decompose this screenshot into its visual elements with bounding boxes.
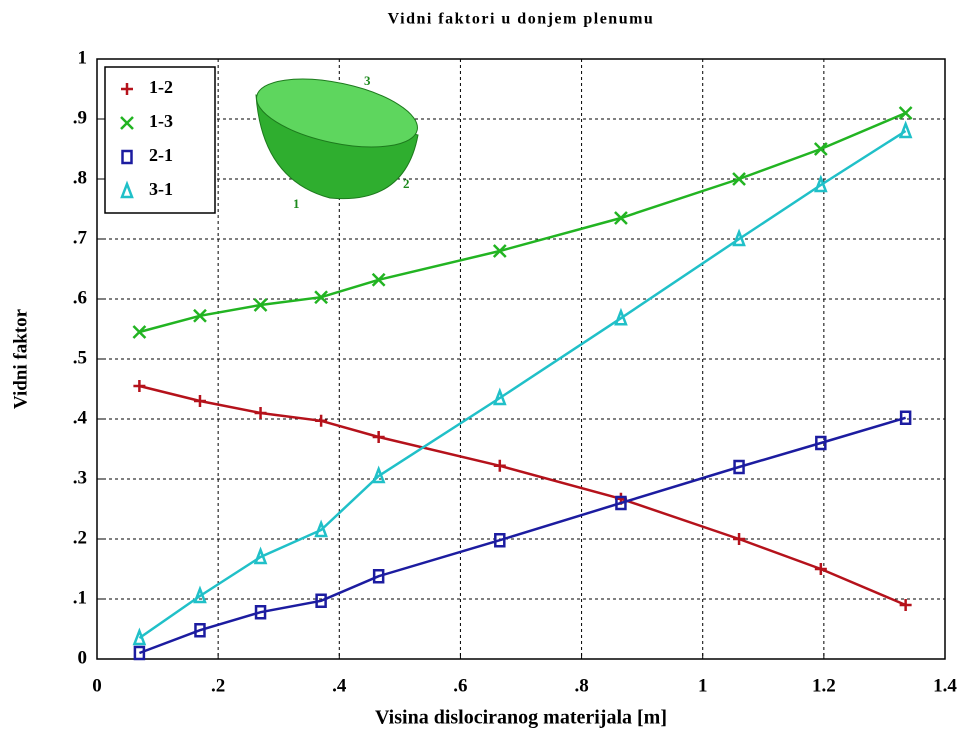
point-marker (194, 622, 206, 638)
point-marker (492, 244, 507, 258)
y-axis-label: Vidni faktor (10, 308, 31, 409)
x-tick-label: .6 (453, 675, 467, 696)
point-marker (814, 174, 828, 193)
legend-marker (120, 180, 134, 199)
point-marker (253, 298, 268, 312)
point-marker (132, 627, 147, 646)
legend-marker (121, 149, 133, 165)
series-line (138, 416, 906, 655)
chart-title: Vidni faktori u donjem plenumu (388, 11, 655, 28)
point-marker (814, 563, 827, 575)
y-tick-label: .7 (73, 227, 88, 248)
plot-frame (96, 58, 946, 660)
annotation: 3 (364, 73, 371, 88)
legend-marker (120, 116, 134, 130)
y-tick-label: .1 (73, 587, 87, 608)
y-tick-label: 1 (78, 47, 88, 68)
series-line (139, 111, 907, 334)
y-tick-label: 0 (78, 647, 88, 668)
legend-label: 3-1 (149, 179, 173, 199)
point-marker (132, 325, 147, 339)
point-marker (372, 431, 385, 443)
x-tick-label: 1.4 (933, 675, 957, 696)
x-tick-label: .8 (574, 675, 588, 696)
x-tick-label: .4 (332, 675, 347, 696)
point-marker (372, 568, 385, 584)
annotation: 1 (293, 196, 300, 211)
point-marker (615, 495, 627, 511)
x-tick-label: 1 (698, 675, 708, 696)
point-marker (494, 532, 506, 548)
annotation: 2 (403, 176, 410, 191)
point-marker (733, 533, 746, 545)
point-marker (254, 604, 267, 620)
y-tick-label: .5 (73, 347, 87, 368)
x-tick-label: 1.2 (812, 675, 836, 696)
point-marker (371, 465, 386, 484)
point-marker (815, 435, 827, 451)
legend-marker (121, 83, 133, 95)
x-tick-label: 0 (92, 675, 102, 696)
point-marker (193, 395, 206, 407)
point-marker (493, 459, 506, 472)
y-tick-label: .4 (73, 407, 88, 428)
point-marker (899, 599, 912, 611)
legend: 1-2 1-3 2-1 3-1 (104, 66, 216, 214)
x-axis-label: Visina dislociranog materijala [m] (375, 707, 667, 729)
point-marker (614, 307, 628, 326)
y-tick-label: .2 (73, 527, 87, 548)
point-marker (315, 593, 327, 609)
legend-label: 1-3 (149, 111, 173, 131)
y-tick-label: .3 (73, 467, 87, 488)
series-line (139, 384, 907, 607)
point-marker (813, 142, 828, 156)
series-line (138, 129, 907, 640)
point-marker (898, 120, 913, 139)
x-tick-label: .2 (211, 675, 225, 696)
hemisphere-top (256, 78, 418, 148)
point-marker (492, 387, 507, 406)
y-tick-label: .6 (73, 287, 87, 308)
point-marker (733, 459, 745, 475)
y-tick-label: .8 (73, 167, 87, 188)
legend-box (104, 66, 216, 214)
point-marker (253, 546, 268, 565)
point-marker (133, 380, 146, 392)
point-marker (193, 585, 207, 604)
point-marker (193, 308, 207, 323)
point-marker (732, 172, 746, 186)
point-marker (614, 211, 628, 225)
point-marker (254, 407, 267, 419)
point-marker (899, 410, 912, 426)
point-marker (732, 228, 746, 247)
point-marker (133, 645, 146, 661)
legend-label: 1-2 (149, 77, 173, 97)
point-marker (898, 106, 913, 120)
point-marker (314, 290, 328, 305)
point-marker (314, 519, 328, 538)
hemisphere-inset: 3 2 1 (255, 73, 419, 211)
point-marker (371, 272, 386, 287)
y-tick-label: .9 (73, 107, 87, 128)
legend-label: 2-1 (149, 145, 173, 165)
point-marker (315, 414, 328, 427)
